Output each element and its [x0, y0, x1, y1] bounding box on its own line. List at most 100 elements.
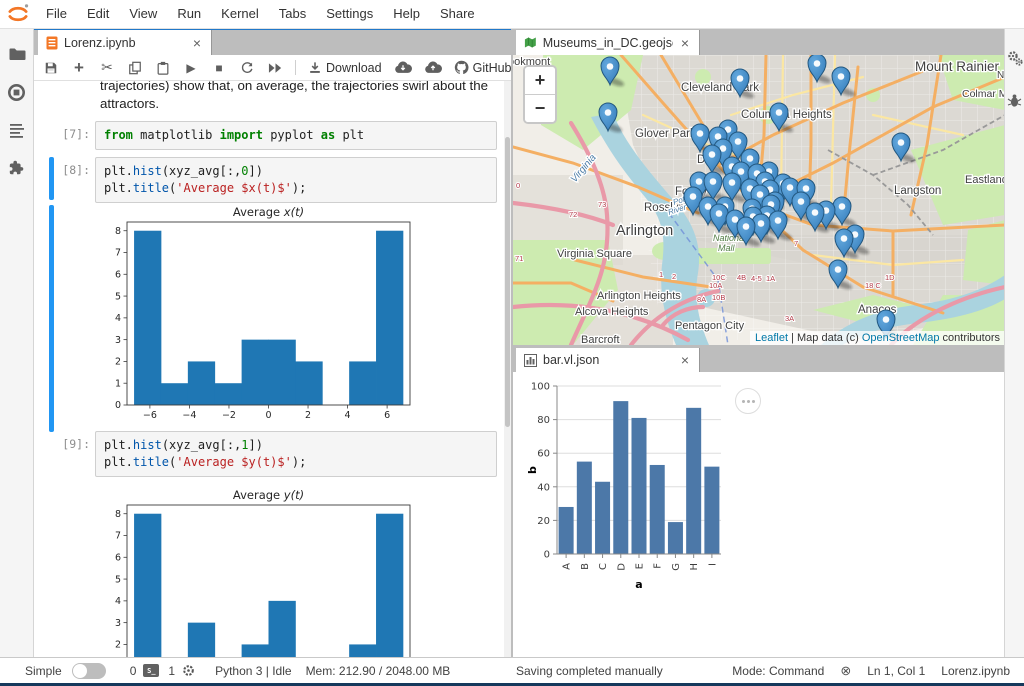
notebook-mode[interactable]: Mode: Command: [732, 664, 824, 678]
notebook-tabbar: Lorenz.ipynb ×: [33, 28, 511, 55]
chart-file-icon: [524, 354, 537, 367]
cursor-position[interactable]: Ln 1, Col 1: [867, 664, 925, 678]
map-label: Pentagon City: [675, 320, 745, 332]
map-label: Colmar Manor: [962, 88, 1005, 100]
menu-file[interactable]: File: [36, 0, 77, 28]
menu-bar: FileEditViewRunKernelTabsSettingsHelpSha…: [0, 0, 1024, 29]
attribution-text: contributors: [939, 332, 1000, 344]
svg-text:4-5: 4-5: [751, 274, 762, 283]
restart-kernel-button[interactable]: [239, 60, 255, 76]
restart-run-all-button[interactable]: [267, 60, 283, 76]
svg-text:5: 5: [115, 291, 121, 302]
kernel-icon[interactable]: [182, 664, 195, 677]
svg-text:b: b: [527, 466, 539, 474]
run-cell-button[interactable]: ▶: [183, 60, 199, 76]
terminal-icon[interactable]: S_: [143, 664, 159, 677]
svg-text:C: C: [598, 563, 609, 570]
map-label: Mount Rainier: [915, 59, 1000, 74]
github-button[interactable]: GitHub: [454, 60, 511, 76]
close-icon[interactable]: ×: [679, 352, 691, 368]
tab-label: Museums_in_DC.geojson: [543, 36, 673, 50]
svg-text:3: 3: [115, 618, 121, 629]
svg-text:B: B: [580, 563, 591, 570]
stop-kernel-button[interactable]: ■: [211, 60, 227, 76]
svg-text:4B: 4B: [737, 273, 746, 282]
svg-text:0: 0: [265, 410, 271, 418]
menu-settings[interactable]: Settings: [316, 0, 383, 28]
cut-cells-button[interactable]: ✂: [99, 60, 115, 76]
output-collapser[interactable]: [49, 205, 54, 432]
cell-input[interactable]: plt.hist(xyz_avg[:,0]) plt.title('Averag…: [95, 157, 497, 203]
osm-link[interactable]: OpenStreetMap: [862, 332, 940, 344]
menu-share[interactable]: Share: [430, 0, 485, 28]
svg-text:−6: −6: [143, 410, 157, 418]
folder-icon[interactable]: [5, 42, 29, 66]
paste-cells-button[interactable]: [155, 60, 171, 76]
svg-text:2: 2: [672, 272, 676, 281]
property-inspector-icon[interactable]: [1007, 50, 1023, 71]
active-file-name: Lorenz.ipynb: [941, 664, 1010, 678]
svg-text:I: I: [707, 563, 718, 566]
svg-text:0: 0: [516, 181, 520, 190]
tab-lorenz-ipynb[interactable]: Lorenz.ipynb ×: [38, 30, 212, 55]
notebook-scrollbar[interactable]: [504, 81, 511, 658]
table-of-contents-icon[interactable]: [5, 118, 29, 142]
svg-text:F: F: [653, 563, 664, 569]
tab-bar-vl-json[interactable]: bar.vl.json ×: [516, 348, 700, 372]
geojson-map-panel[interactable]: 073727174B4-51A1210C10A10B8A8C18 C1D3A B…: [513, 55, 1005, 345]
code-cell-7[interactable]: [7]: from matplotlib import pyplot as pl…: [33, 121, 504, 150]
svg-text:0: 0: [544, 550, 550, 561]
cloud-download-icon[interactable]: [394, 60, 412, 76]
attribution-text: | Map data (c): [788, 332, 862, 344]
cell-input[interactable]: plt.hist(xyz_avg[:,1]) plt.title('Averag…: [95, 431, 497, 477]
simple-mode-toggle[interactable]: [72, 663, 106, 679]
svg-text:40: 40: [537, 482, 550, 493]
toolbar-separator: [295, 60, 296, 75]
terminal-count[interactable]: 0: [130, 664, 137, 678]
running-sessions-icon[interactable]: [5, 80, 29, 104]
notebook-content[interactable]: trajectories) show that, on average, the…: [33, 81, 504, 658]
download-button[interactable]: Download: [308, 60, 382, 76]
menu-run[interactable]: Run: [167, 0, 211, 28]
svg-text:E: E: [635, 563, 646, 569]
menu-help[interactable]: Help: [383, 0, 430, 28]
code-cell-8[interactable]: [8]: plt.hist(xyz_avg[:,0]) plt.title('A…: [33, 157, 504, 203]
extensions-icon[interactable]: [5, 156, 29, 180]
save-button[interactable]: [43, 60, 59, 76]
scrollbar-thumb[interactable]: [505, 137, 510, 427]
tab-museums-geojson[interactable]: Museums_in_DC.geojson ×: [516, 30, 700, 55]
simple-mode-label: Simple: [25, 664, 62, 678]
leaflet-map[interactable]: 073727174B4-51A1210C10A10B8A8C18 C1D3A B…: [513, 55, 1005, 345]
copy-cells-button[interactable]: [127, 60, 143, 76]
cloud-upload-icon[interactable]: [424, 60, 442, 76]
code-cell-9[interactable]: [9]: plt.hist(xyz_avg[:,1]) plt.title('A…: [33, 431, 504, 477]
ellipsis-menu-button[interactable]: [735, 388, 761, 414]
svg-text:60: 60: [537, 449, 550, 460]
menu-kernel[interactable]: Kernel: [211, 0, 269, 28]
add-cell-button[interactable]: +: [71, 60, 87, 76]
github-label: GitHub: [473, 61, 511, 75]
trust-indicator-icon[interactable]: ⊗: [840, 663, 851, 679]
leaflet-link[interactable]: Leaflet: [755, 332, 788, 344]
zoom-in-button[interactable]: +: [525, 67, 555, 95]
vega-tabbar: bar.vl.json ×: [513, 347, 1005, 372]
cell-input[interactable]: from matplotlib import pyplot as plt: [95, 121, 497, 150]
zoom-out-button[interactable]: −: [525, 95, 555, 122]
svg-text:3: 3: [115, 335, 121, 346]
menu-edit[interactable]: Edit: [77, 0, 119, 28]
kernel-count[interactable]: 1: [168, 664, 175, 678]
close-icon[interactable]: ×: [191, 35, 203, 51]
kernel-status[interactable]: Python 3 | Idle: [215, 664, 292, 678]
svg-text:6: 6: [115, 269, 121, 280]
map-label: Glover Park: [635, 128, 696, 140]
svg-text:1D: 1D: [885, 273, 895, 282]
menu-tabs[interactable]: Tabs: [269, 0, 316, 28]
svg-text:D: D: [616, 563, 627, 571]
debugger-icon[interactable]: [1007, 93, 1022, 113]
close-icon[interactable]: ×: [679, 35, 691, 51]
svg-text:7: 7: [115, 248, 121, 259]
panel-divider[interactable]: [511, 28, 513, 658]
svg-text:1A: 1A: [766, 274, 775, 283]
menu-view[interactable]: View: [119, 0, 167, 28]
chart-average-y: Average y(t)012345678−6−4−20246: [97, 489, 427, 658]
